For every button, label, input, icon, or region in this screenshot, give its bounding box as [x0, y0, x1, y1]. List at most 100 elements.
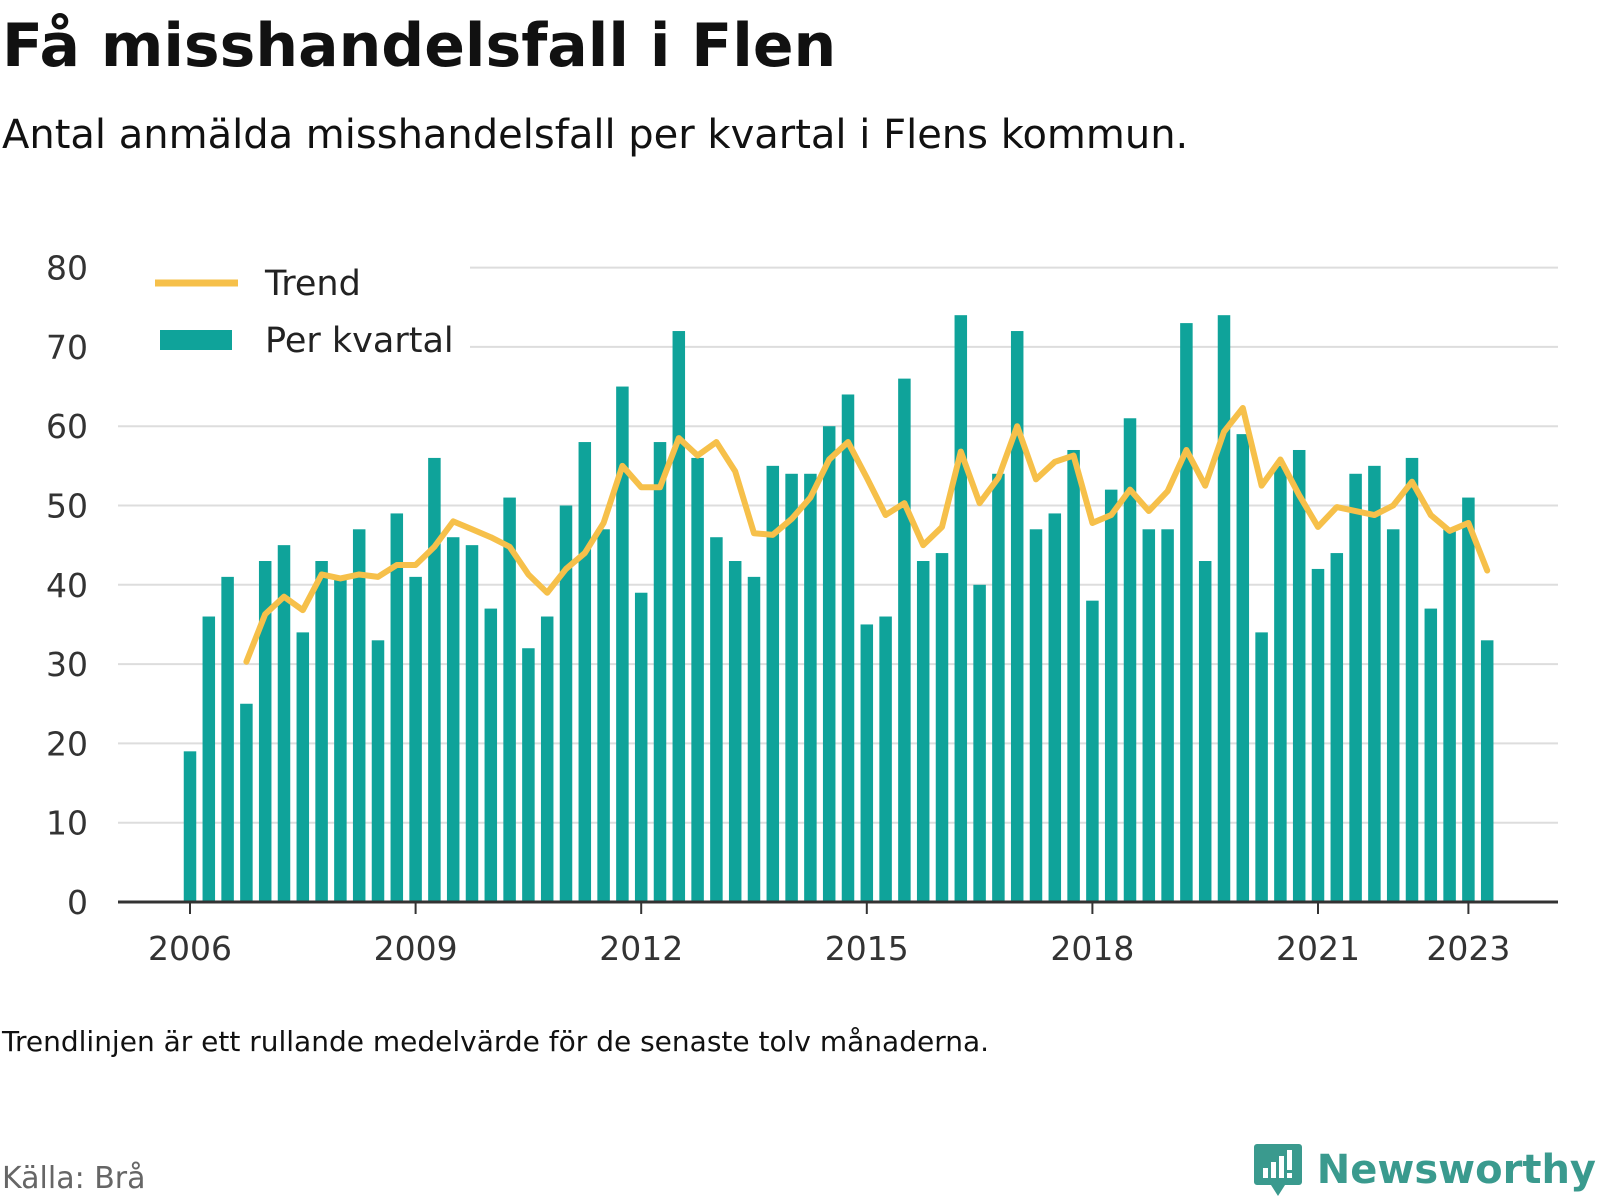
bar: [578, 442, 592, 902]
bar: [1274, 465, 1287, 902]
bar: [710, 537, 723, 902]
bar: [672, 331, 686, 902]
chart-title: Få misshandelsfall i Flen: [2, 11, 837, 81]
bar: [1255, 632, 1268, 902]
bar: [446, 537, 460, 902]
bar: [465, 545, 479, 902]
bar: [315, 561, 328, 902]
bar: [1424, 608, 1438, 902]
trend-note: Trendlinjen är ett rullande medelvärde f…: [2, 1025, 990, 1058]
x-tick-label: 2023: [1426, 929, 1510, 968]
bar: [1029, 529, 1043, 902]
x-tick-label: 2018: [1050, 929, 1134, 968]
bar: [597, 529, 610, 902]
bar: [898, 378, 911, 902]
x-tick-label: 2009: [374, 929, 458, 968]
y-tick-label: 0: [67, 883, 88, 922]
bar: [522, 648, 535, 902]
bar: [954, 315, 968, 902]
bar: [879, 616, 892, 902]
bar: [766, 465, 780, 902]
bar: [1236, 434, 1250, 902]
bar: [1330, 553, 1344, 902]
bar: [221, 576, 234, 902]
y-tick-label: 50: [46, 487, 88, 526]
bar: [728, 561, 742, 902]
bar: [258, 561, 272, 902]
bar: [1010, 331, 1024, 902]
bar: [1386, 529, 1400, 902]
bar: [616, 386, 629, 902]
legend-background: [118, 258, 470, 383]
bar: [1217, 315, 1231, 902]
y-tick-label: 30: [46, 645, 88, 684]
bar: [1368, 465, 1381, 902]
bar: [634, 592, 648, 902]
bar: [503, 497, 516, 902]
bar: [916, 561, 930, 902]
bar: [973, 584, 986, 902]
bars-per-kvartal: [183, 315, 1494, 902]
bar: [277, 545, 291, 902]
brand-logo: Newsworthy: [1253, 1140, 1596, 1200]
bar: [992, 473, 1005, 902]
bar: [860, 624, 874, 902]
bar: [1349, 473, 1362, 902]
bar: [428, 457, 441, 902]
y-tick-label: 40: [46, 566, 88, 605]
bar: [540, 616, 554, 902]
bar: [691, 457, 704, 902]
y-tick-label: 60: [46, 407, 88, 446]
bar: [1161, 529, 1174, 902]
axes: 0 10 20 30 40 50 60 70 80 2006 2009 2012 2015 2018 202…: [46, 249, 1558, 968]
chart-subtitle: Antal anmälda misshandelsfall per kvarta…: [2, 112, 1189, 158]
brand-name: Newsworthy: [1316, 1147, 1596, 1193]
bar: [935, 553, 949, 902]
bar: [1480, 640, 1494, 902]
bar: [240, 703, 253, 902]
legend-bar-label: Per kvartal: [265, 321, 454, 361]
bar: [296, 632, 310, 902]
bar: [202, 616, 216, 902]
bar: [841, 394, 855, 902]
x-tick-label: 2012: [599, 929, 683, 968]
newsworthy-logo-icon: [1253, 1144, 1302, 1196]
bar: [804, 473, 817, 902]
bar: [1180, 323, 1193, 902]
legend-trend-label: Trend: [264, 264, 361, 304]
legend-bar-swatch: [160, 330, 232, 350]
bar: [822, 426, 836, 902]
bar: [1405, 457, 1419, 902]
bar-line-chart: 0 10 20 30 40 50 60 70 80 2006 2009 2012 2015 2018 202…: [46, 249, 1558, 968]
bar: [1311, 568, 1325, 902]
bar: [559, 505, 573, 902]
bar: [1142, 529, 1156, 902]
bar: [484, 608, 498, 902]
x-tick-label: 2021: [1276, 929, 1360, 968]
legend: Trend Per kvartal: [118, 258, 470, 383]
bar: [1198, 561, 1212, 902]
trend-line-layer: [243, 404, 1491, 665]
bar: [1462, 497, 1475, 902]
bar: [785, 473, 798, 902]
bar: [1123, 418, 1137, 902]
x-tick-label: 2015: [825, 929, 909, 968]
y-tick-label: 20: [46, 724, 88, 763]
bar: [1443, 529, 1456, 902]
bar: [1067, 449, 1080, 902]
y-tick-label: 70: [46, 328, 88, 367]
bar: [409, 576, 422, 902]
x-tick-label: 2006: [148, 929, 232, 968]
bar: [390, 513, 404, 902]
bar: [653, 442, 667, 902]
bar: [1086, 600, 1099, 902]
bar: [1292, 449, 1306, 902]
bar: [352, 529, 366, 902]
y-tick-label: 10: [46, 804, 88, 843]
bar: [1104, 489, 1118, 902]
bar: [1048, 513, 1062, 902]
trend-line: [243, 404, 1491, 665]
source-credit: Källa: Brå: [2, 1161, 146, 1196]
bar: [334, 576, 347, 902]
bar: [747, 576, 761, 902]
